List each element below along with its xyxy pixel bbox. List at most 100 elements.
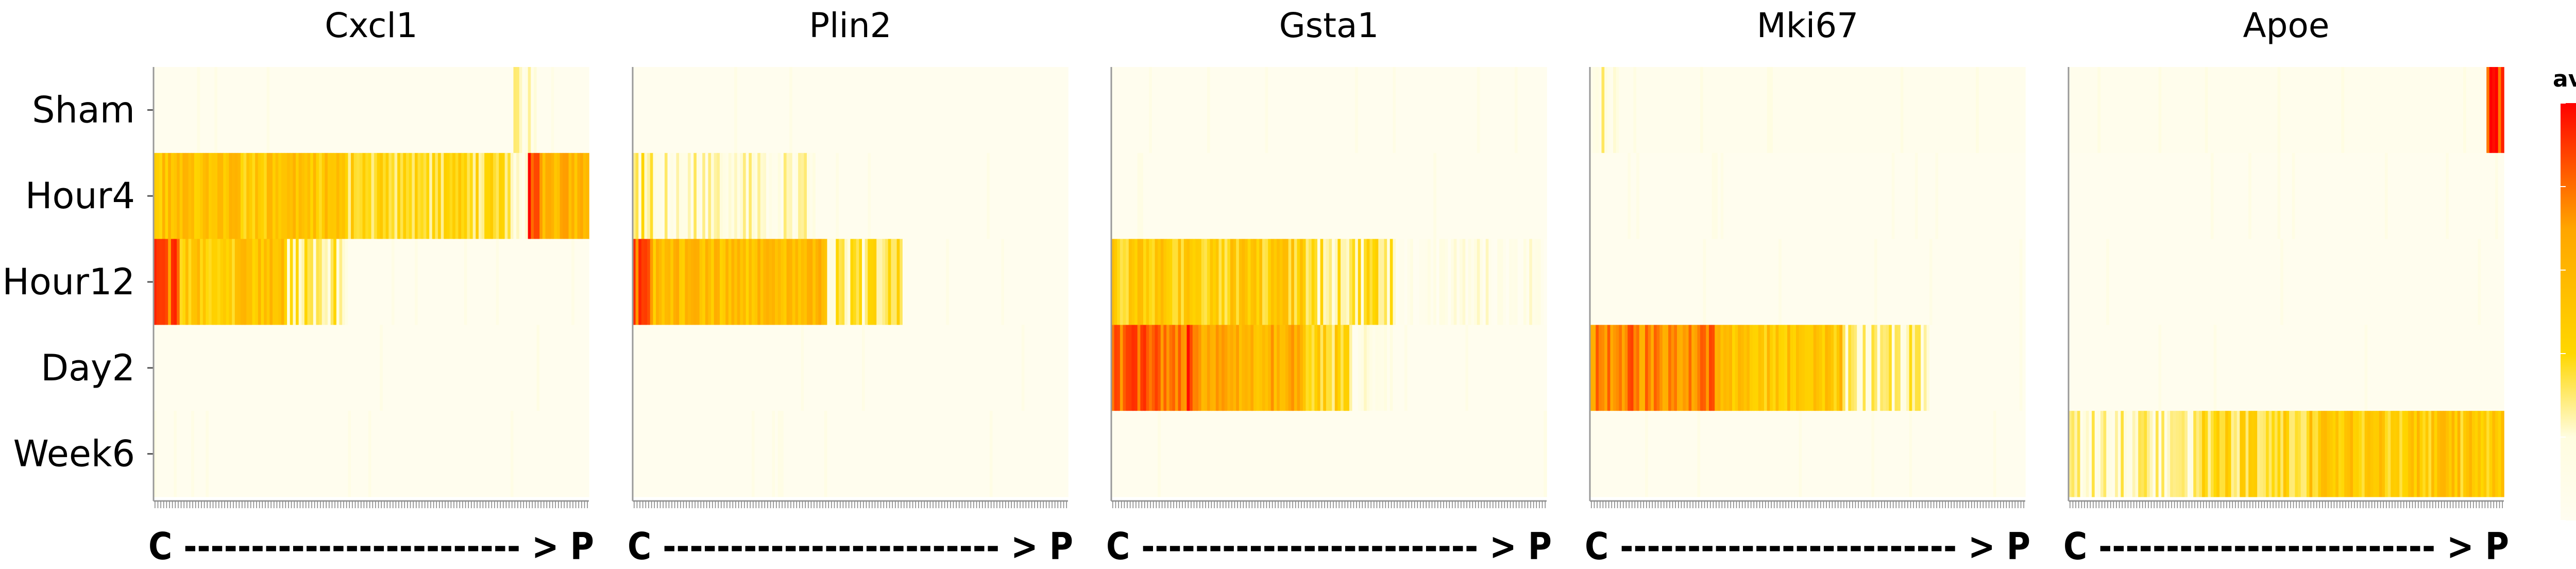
heatmap-cell [168,325,172,411]
heatmap-cell [2086,239,2090,325]
heatmap-cell [717,67,720,154]
heatmap-cell [804,325,807,411]
heatmap-cell [261,67,264,154]
heatmap-cell [2094,67,2098,154]
heatmap-cell [1613,153,1617,240]
heatmap-cell [777,67,782,154]
heatmap-cell [1529,325,1533,411]
heatmap-cell [923,153,926,240]
heatmap-cell [415,325,418,411]
heatmap-cell [801,239,805,325]
heatmap-cell [1111,239,1115,325]
heatmap-cell [452,239,456,325]
heatmap-cell [1306,67,1309,154]
heatmap-cell [1230,325,1234,411]
heatmap-cell [1375,239,1379,325]
heatmap-cell [737,153,741,240]
heatmap-cell [1596,153,1599,240]
heatmap-cell [969,411,973,497]
heatmap-cell [1294,325,1298,411]
heatmap-cell [2266,239,2269,325]
legend-title: avg_exp [2553,66,2576,92]
heatmap-cell [484,411,488,497]
heatmap-cell [943,67,947,154]
heatmap-cell [493,67,497,154]
heatmap-cell [2115,67,2119,154]
heatmap-cell [229,153,232,240]
heatmap-cell [2251,153,2255,240]
heatmap-cell [1250,67,1254,154]
heatmap-cell [1953,325,1956,411]
heatmap-cell [1671,67,1675,154]
heatmap-cell [403,325,406,411]
heatmap-cell [1349,153,1353,240]
heatmap-cell [499,239,502,325]
heatmap-cell [1369,153,1373,240]
heatmap-cell [1616,239,1620,325]
heatmap-cell [1497,325,1501,411]
heatmap-cell [464,325,468,411]
heatmap-cell [2254,67,2258,154]
heatmap-cell [1834,153,1837,240]
heatmap-cell [1349,239,1353,325]
heatmap-cell [1740,325,1744,411]
heatmap-cell [307,325,311,411]
heatmap-cell [685,411,688,497]
heatmap-cell [1526,153,1530,240]
heatmap-cell [2300,67,2304,154]
heatmap-cell [385,325,389,411]
heatmap-cell [1668,153,1672,240]
heatmap-cell [1389,153,1394,240]
heatmap-cell [1914,67,1919,154]
heatmap-cell [507,67,511,154]
heatmap-cell [957,67,961,154]
x-axis-label: C ------------------------- > P [628,525,1073,568]
heatmap-cell [714,239,718,325]
heatmap-cell [429,239,433,325]
heatmap-cell [2330,325,2333,411]
heatmap-cell [2306,67,2310,154]
heatmap-cell [2399,239,2403,325]
heatmap-cell [1912,67,1916,154]
heatmap-cell [2478,153,2481,240]
heatmap-cell [862,153,866,240]
heatmap-cell [2190,153,2194,240]
heatmap-cell [836,153,839,240]
heatmap-cell [676,67,680,154]
heatmap-cell [1859,239,1863,325]
heatmap-cell [1912,325,1916,411]
heatmap-cell [2100,325,2104,411]
heatmap-cell [2309,153,2313,240]
heatmap-cell [1019,67,1022,154]
heatmap-cell [1891,325,1895,411]
heatmap-cell [440,239,445,325]
heatmap-cell [2005,411,2008,497]
heatmap-cell [1764,411,1768,497]
heatmap-cell [406,239,410,325]
heatmap-cell [435,325,438,411]
heatmap-cell [841,325,845,411]
heatmap-cell [182,325,186,411]
heatmap-cell [1137,411,1141,497]
heatmap-cell [1477,153,1481,240]
heatmap-cell [2327,325,2330,411]
heatmap-cell [2446,67,2449,154]
heatmap-cell [1030,239,1034,325]
heatmap-cell [1877,153,1881,240]
heatmap-cell [383,411,386,497]
heatmap-cell [275,239,279,325]
heatmap-cell [1509,153,1513,240]
heatmap-cell [2437,239,2441,325]
heatmap-cell [1842,325,1846,411]
heatmap-cell [2422,153,2426,240]
heatmap-cell [385,239,389,325]
heatmap-cell [754,325,758,411]
heatmap-cell [807,67,810,154]
heatmap-cell [900,153,903,240]
heatmap-cell [1381,325,1385,411]
heatmap-cell [385,411,389,497]
heatmap-cell [850,325,854,411]
heatmap-cell [1042,411,1045,497]
heatmap-cell [908,325,912,411]
